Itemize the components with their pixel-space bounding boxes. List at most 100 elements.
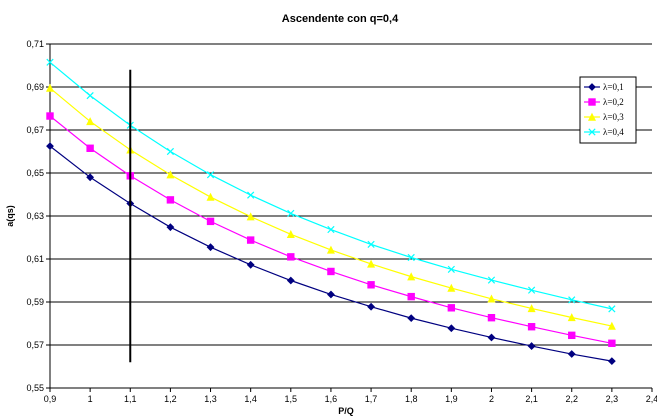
y-axis-label: a(qs) — [5, 205, 15, 227]
data-point — [367, 259, 376, 268]
x-tick-label: 1,9 — [445, 394, 458, 404]
legend-item: λ=0,1 — [584, 82, 624, 92]
x-tick-label: 2,4 — [646, 394, 657, 404]
data-point — [206, 171, 215, 179]
x-axis-label: P/Q — [338, 406, 354, 416]
data-point — [487, 276, 496, 284]
data-point — [527, 304, 536, 313]
x-tick-label: 2 — [489, 394, 494, 404]
legend-label: λ=0,1 — [603, 82, 624, 92]
data-point — [367, 281, 375, 289]
x-tick-label: 1,6 — [325, 394, 338, 404]
axes — [46, 43, 653, 392]
data-point — [607, 321, 616, 330]
data-point — [86, 173, 95, 182]
data-point — [286, 229, 295, 238]
data-point — [86, 144, 94, 152]
legend-label: λ=0,4 — [603, 127, 624, 137]
x-tick-label: 1,5 — [285, 394, 298, 404]
data-point — [287, 253, 295, 261]
data-point — [166, 196, 175, 204]
x-tick-label: 1,8 — [405, 394, 418, 404]
x-tick-label: 2,3 — [606, 394, 619, 404]
data-point — [287, 209, 295, 218]
y-tick-label: 0,55 — [26, 383, 44, 393]
data-point — [568, 331, 576, 340]
y-tick-label: 0,67 — [26, 125, 44, 135]
x-tick-label: 1,4 — [244, 394, 257, 404]
data-point — [487, 333, 496, 342]
data-point — [567, 313, 576, 322]
data-point — [206, 217, 215, 226]
x-tick-labels: 0,9 1 1,1 1,2 1,3 1,4 1,5 1,6 1,7 1,8 1,9 2 2,1 2,2 2,… — [44, 394, 657, 404]
legend-item: λ=0,3 — [584, 112, 624, 122]
data-point — [206, 192, 215, 201]
legend-marker — [588, 83, 596, 91]
legend-label: λ=0,2 — [603, 97, 624, 107]
x-tick-label: 0,9 — [44, 394, 57, 404]
x-tick-label: 1,1 — [124, 394, 137, 404]
data-point — [246, 236, 255, 244]
data-point — [447, 283, 456, 292]
y-tick-label: 0,69 — [26, 82, 44, 92]
x-tick-label: 2,2 — [565, 394, 578, 404]
data-point — [407, 253, 415, 262]
x-tick-label: 1,2 — [164, 394, 177, 404]
data-point — [568, 296, 576, 304]
data-point — [246, 212, 255, 221]
y-tick-label: 0,59 — [26, 297, 44, 307]
series-4 — [46, 58, 616, 313]
data-point — [367, 302, 375, 311]
series-1 — [46, 142, 616, 366]
data-point — [447, 304, 456, 312]
y-tick-label: 0,63 — [26, 211, 44, 221]
y-tick-label: 0,61 — [26, 254, 44, 264]
data-point — [567, 350, 576, 358]
data-point — [46, 142, 54, 151]
x-tick-label: 1,3 — [204, 394, 217, 404]
data-point — [407, 272, 416, 281]
legend: λ=0,1 λ=0,2 λ=0,3 λ=0,4 — [579, 76, 637, 144]
legend-item: λ=0,2 — [584, 97, 624, 107]
data-point — [246, 260, 255, 269]
x-tick-label: 1 — [88, 394, 93, 404]
series-2 — [46, 112, 616, 347]
chart-title: Ascendente con q=0,4 — [282, 13, 399, 25]
data-point — [487, 294, 496, 303]
data-point — [327, 225, 335, 234]
data-point — [487, 313, 496, 322]
data-point — [367, 240, 375, 249]
data-point — [327, 267, 335, 276]
data-point — [527, 286, 536, 294]
data-point — [86, 117, 95, 126]
data-point — [327, 290, 335, 299]
data-point — [247, 191, 255, 199]
data-point — [447, 324, 456, 333]
data-point — [608, 305, 616, 313]
data-point — [286, 276, 295, 285]
y-tick-label: 0,71 — [26, 39, 44, 49]
data-point — [206, 243, 215, 252]
legend-marker — [588, 128, 596, 136]
data-point — [46, 112, 54, 120]
data-point — [527, 342, 536, 350]
y-tick-labels: 0,55 0,57 0,59 0,61 0,63 0,65 0,67 0,69 0,71 — [26, 39, 44, 393]
data-point — [166, 147, 175, 156]
legend-item: λ=0,4 — [584, 127, 624, 137]
y-tick-label: 0,57 — [26, 340, 44, 350]
series-layer — [45, 58, 616, 366]
legend-label: λ=0,3 — [603, 112, 624, 122]
data-point — [608, 339, 616, 347]
x-tick-label: 2,1 — [525, 394, 538, 404]
data-point — [86, 91, 94, 100]
data-point — [166, 170, 175, 179]
data-point — [46, 58, 54, 66]
data-point — [447, 265, 455, 273]
data-point — [166, 223, 175, 232]
legend-marker — [587, 112, 597, 121]
series-3 — [45, 83, 616, 330]
legend-marker — [588, 98, 596, 106]
data-point — [326, 245, 335, 254]
data-point — [407, 292, 415, 301]
